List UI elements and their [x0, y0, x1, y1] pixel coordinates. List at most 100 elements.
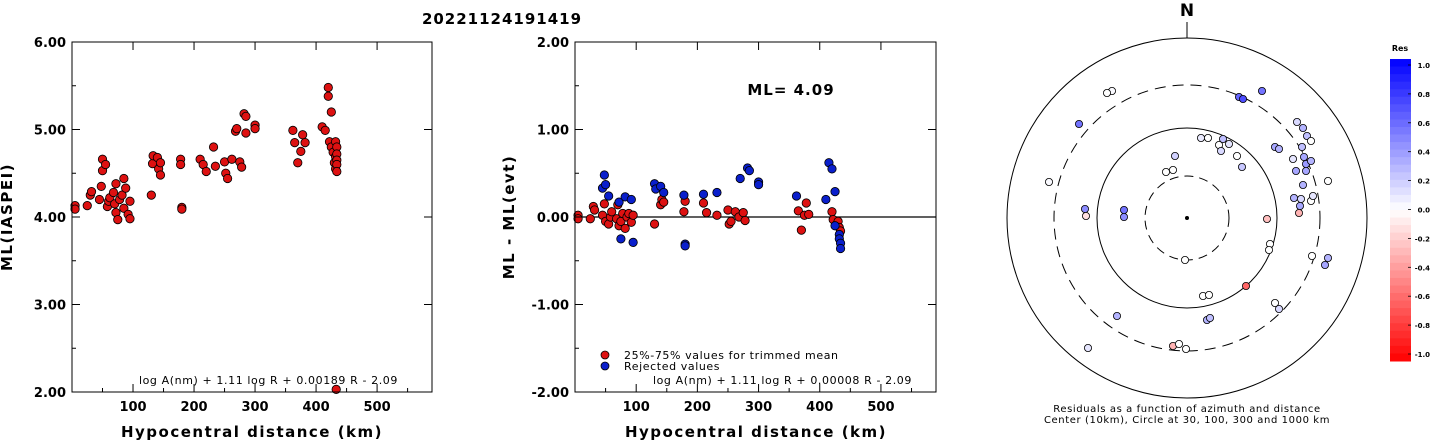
- residual-point-blue: [680, 241, 690, 251]
- magnitude-point-red: [125, 196, 135, 206]
- residual-point-blue: [698, 189, 709, 199]
- magnitude-point-red: [94, 194, 105, 205]
- magnitude-point-red: [326, 107, 336, 117]
- residual-point-red: [827, 207, 837, 217]
- residual-point-blue: [600, 180, 611, 190]
- residual-point-blue: [626, 194, 636, 205]
- azimuth-point: [1300, 152, 1309, 161]
- magnitude-point-red: [227, 154, 237, 164]
- colorbar-tick-label: -0.8: [1415, 322, 1430, 330]
- magnitude-point-red: [296, 146, 306, 156]
- colorbar-cell: [1390, 225, 1411, 234]
- azimuth-point: [1206, 313, 1215, 322]
- residual-point-red: [585, 214, 595, 224]
- residual-point-red: [804, 209, 814, 219]
- magnitude-point-red: [82, 201, 92, 211]
- colorbar-cell: [1390, 81, 1411, 90]
- magnitude-chart: 2.00 3.00 4.00 5.00 6.00 100 200 300 400 500 log…: [0, 36, 433, 441]
- azimuth-point: [1265, 245, 1274, 254]
- colorbar-cells: [1390, 59, 1411, 362]
- residual-point-blue: [753, 180, 764, 190]
- residual-point-red: [628, 210, 638, 220]
- magnitude-point-red: [117, 190, 127, 200]
- colorbar-cell: [1390, 323, 1411, 332]
- colorbar-cell: [1390, 262, 1411, 271]
- magnitude-point-red: [332, 166, 342, 177]
- magnitude-point-red: [176, 159, 186, 170]
- colorbar-tick-label: 0.8: [1418, 91, 1431, 99]
- azimuth-point: [1082, 211, 1091, 220]
- colorbar-tick-label: 0.2: [1418, 178, 1431, 186]
- residual-x-tick-label: 400: [806, 400, 833, 415]
- figure-title: 20221124191419: [422, 10, 582, 28]
- colorbar-tick-label: -0.4: [1415, 264, 1430, 272]
- colorbar-tick-label: -0.2: [1415, 235, 1430, 243]
- residual-point-red: [698, 198, 709, 208]
- azimuth-point: [1275, 144, 1284, 153]
- residual-y-ticks: -2.00 -1.00 0.00 1.00 2.00: [532, 36, 936, 401]
- colorbar-cell: [1390, 59, 1411, 68]
- azimuth-point: [1297, 194, 1306, 203]
- colorbar-cell: [1390, 119, 1411, 128]
- magnitude-point-red: [121, 183, 131, 193]
- residual-point-red: [793, 206, 803, 216]
- residual-point-blue: [827, 164, 837, 174]
- azimuth-point: [1258, 87, 1267, 96]
- colorbar-cell: [1390, 179, 1411, 188]
- magnitude-point-red: [290, 138, 300, 148]
- residual-x-label: Hypocentral distance (km): [625, 423, 887, 441]
- magnitude-point-red: [155, 170, 166, 180]
- colorbar-ticks: 1.0 0.8 0.6 0.4 0.2 0.0 -0.2 -0.4 -0.6 -0.8 -1.0: [1408, 62, 1430, 359]
- residual-x-tick-label: 100: [623, 400, 650, 415]
- residual-point-red: [701, 208, 712, 218]
- colorbar-cell: [1390, 104, 1411, 113]
- residual-y-tick-label: 1.00: [537, 124, 569, 139]
- residual-point-red: [726, 216, 736, 226]
- residual-y-tick-label: 2.00: [537, 36, 569, 51]
- colorbar-cell: [1390, 300, 1411, 309]
- magnitude-point-red: [241, 111, 251, 121]
- magnitude-point-red: [100, 159, 111, 170]
- colorbar-label: Res: [1392, 44, 1409, 53]
- colorbar-cell: [1390, 149, 1411, 158]
- colorbar-cell: [1390, 308, 1411, 317]
- residual-chart: -2.00 -1.00 0.00 1.00 2.00 100 200 300 400 500 M…: [500, 36, 937, 441]
- residual-y-tick-label: 0.00: [537, 211, 569, 226]
- azimuth-point: [1120, 205, 1129, 214]
- magnitude-point-red: [111, 179, 121, 189]
- azimuth-point: [1290, 193, 1299, 202]
- azimuth-point: [1162, 167, 1171, 176]
- azimuth-point: [1292, 166, 1301, 175]
- residual-point-blue: [712, 187, 722, 198]
- legend-label-trimmed: 25%-75% values for trimmed mean: [624, 349, 839, 362]
- magnitude-point-red: [96, 181, 106, 191]
- colorbar-tick-label: 0.0: [1418, 207, 1431, 215]
- magnitude-point-red: [320, 125, 330, 135]
- residual-x-tick-label: 300: [745, 400, 772, 415]
- azimuth-point: [1075, 120, 1084, 129]
- residual-x-tick-label: 500: [867, 400, 894, 415]
- azimuth-point: [1271, 298, 1280, 307]
- magnitude-point-red: [208, 142, 219, 152]
- residual-y-label: ML - ML(evt): [500, 155, 518, 279]
- colorbar-tick-label: 0.6: [1418, 120, 1431, 128]
- azimuth-point: [1324, 253, 1333, 262]
- colorbar-tick-label: 1.0: [1418, 62, 1431, 70]
- azimuth-point: [1302, 166, 1311, 175]
- residual-y-tick-label: -2.00: [532, 386, 569, 401]
- magnitude-y-tick-label: 6.00: [34, 36, 66, 51]
- ring-solid-inner: [1096, 127, 1278, 309]
- azimuth-caption-2: Center (10km), Circle at 30, 100, 300 an…: [1044, 415, 1330, 426]
- azimuth-point: [1307, 136, 1316, 145]
- colorbar-cell: [1390, 142, 1411, 151]
- colorbar-cell: [1390, 164, 1411, 173]
- magnitude-point-red: [293, 158, 303, 168]
- colorbar-cell: [1390, 194, 1411, 203]
- colorbar-cell: [1390, 232, 1411, 241]
- residual-point-red: [649, 219, 660, 229]
- magnitude-point-red: [241, 128, 251, 138]
- azimuth-point: [1242, 281, 1251, 290]
- magnitude-point-red: [177, 204, 187, 214]
- residual-legend: 25%-75% values for trimmed mean Rejected…: [600, 349, 839, 373]
- azimuth-points: [1045, 87, 1333, 353]
